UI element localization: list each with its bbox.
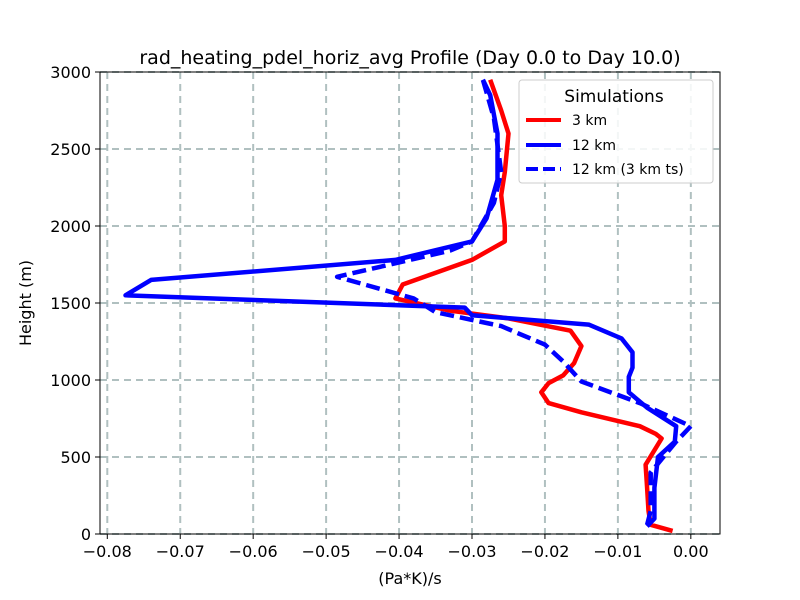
legend-label-12km-3km-ts: 12 km (3 km ts) [572, 162, 684, 178]
y-axis-label: Height (m) [16, 260, 35, 346]
legend: Simulations 3 km 12 km 12 km (3 km ts) [518, 79, 714, 184]
y-tick-label: 1000 [50, 371, 91, 390]
y-tick-label: 3000 [50, 63, 91, 82]
x-tick-label: −0.03 [447, 542, 496, 561]
y-tick-label: 0 [81, 525, 91, 544]
legend-box [518, 79, 714, 184]
x-axis-label: (Pa*K)/s [378, 569, 441, 588]
series-lines [123, 78, 694, 534]
x-tick-label: −0.02 [520, 542, 569, 561]
y-tick-label: 2500 [50, 140, 91, 159]
y-tick-label: 500 [60, 448, 91, 467]
x-tick-label: −0.06 [229, 542, 278, 561]
x-tick-label: −0.04 [375, 542, 424, 561]
x-tick-label: −0.05 [302, 542, 351, 561]
x-tick-label: −0.07 [156, 542, 205, 561]
legend-title: Simulations [564, 87, 664, 107]
legend-label-3km: 3 km [572, 113, 607, 129]
x-tick-label: −0.08 [83, 542, 132, 561]
series-line-3-km [393, 78, 674, 534]
axis-ticks: −0.08 −0.07 −0.06 −0.05 −0.04 −0.03 −0.02 −0.01… [50, 63, 708, 561]
x-tick-label: −0.01 [593, 542, 642, 561]
y-tick-label: 1500 [50, 294, 91, 313]
x-tick-label: 0.00 [673, 542, 709, 561]
chart-title: rad_heating_pdel_horiz_avg Profile (Day … [139, 47, 680, 69]
legend-label-12km: 12 km [572, 138, 616, 154]
series-line-12-km-3-km-ts [334, 79, 694, 526]
y-tick-label: 2000 [50, 217, 91, 236]
